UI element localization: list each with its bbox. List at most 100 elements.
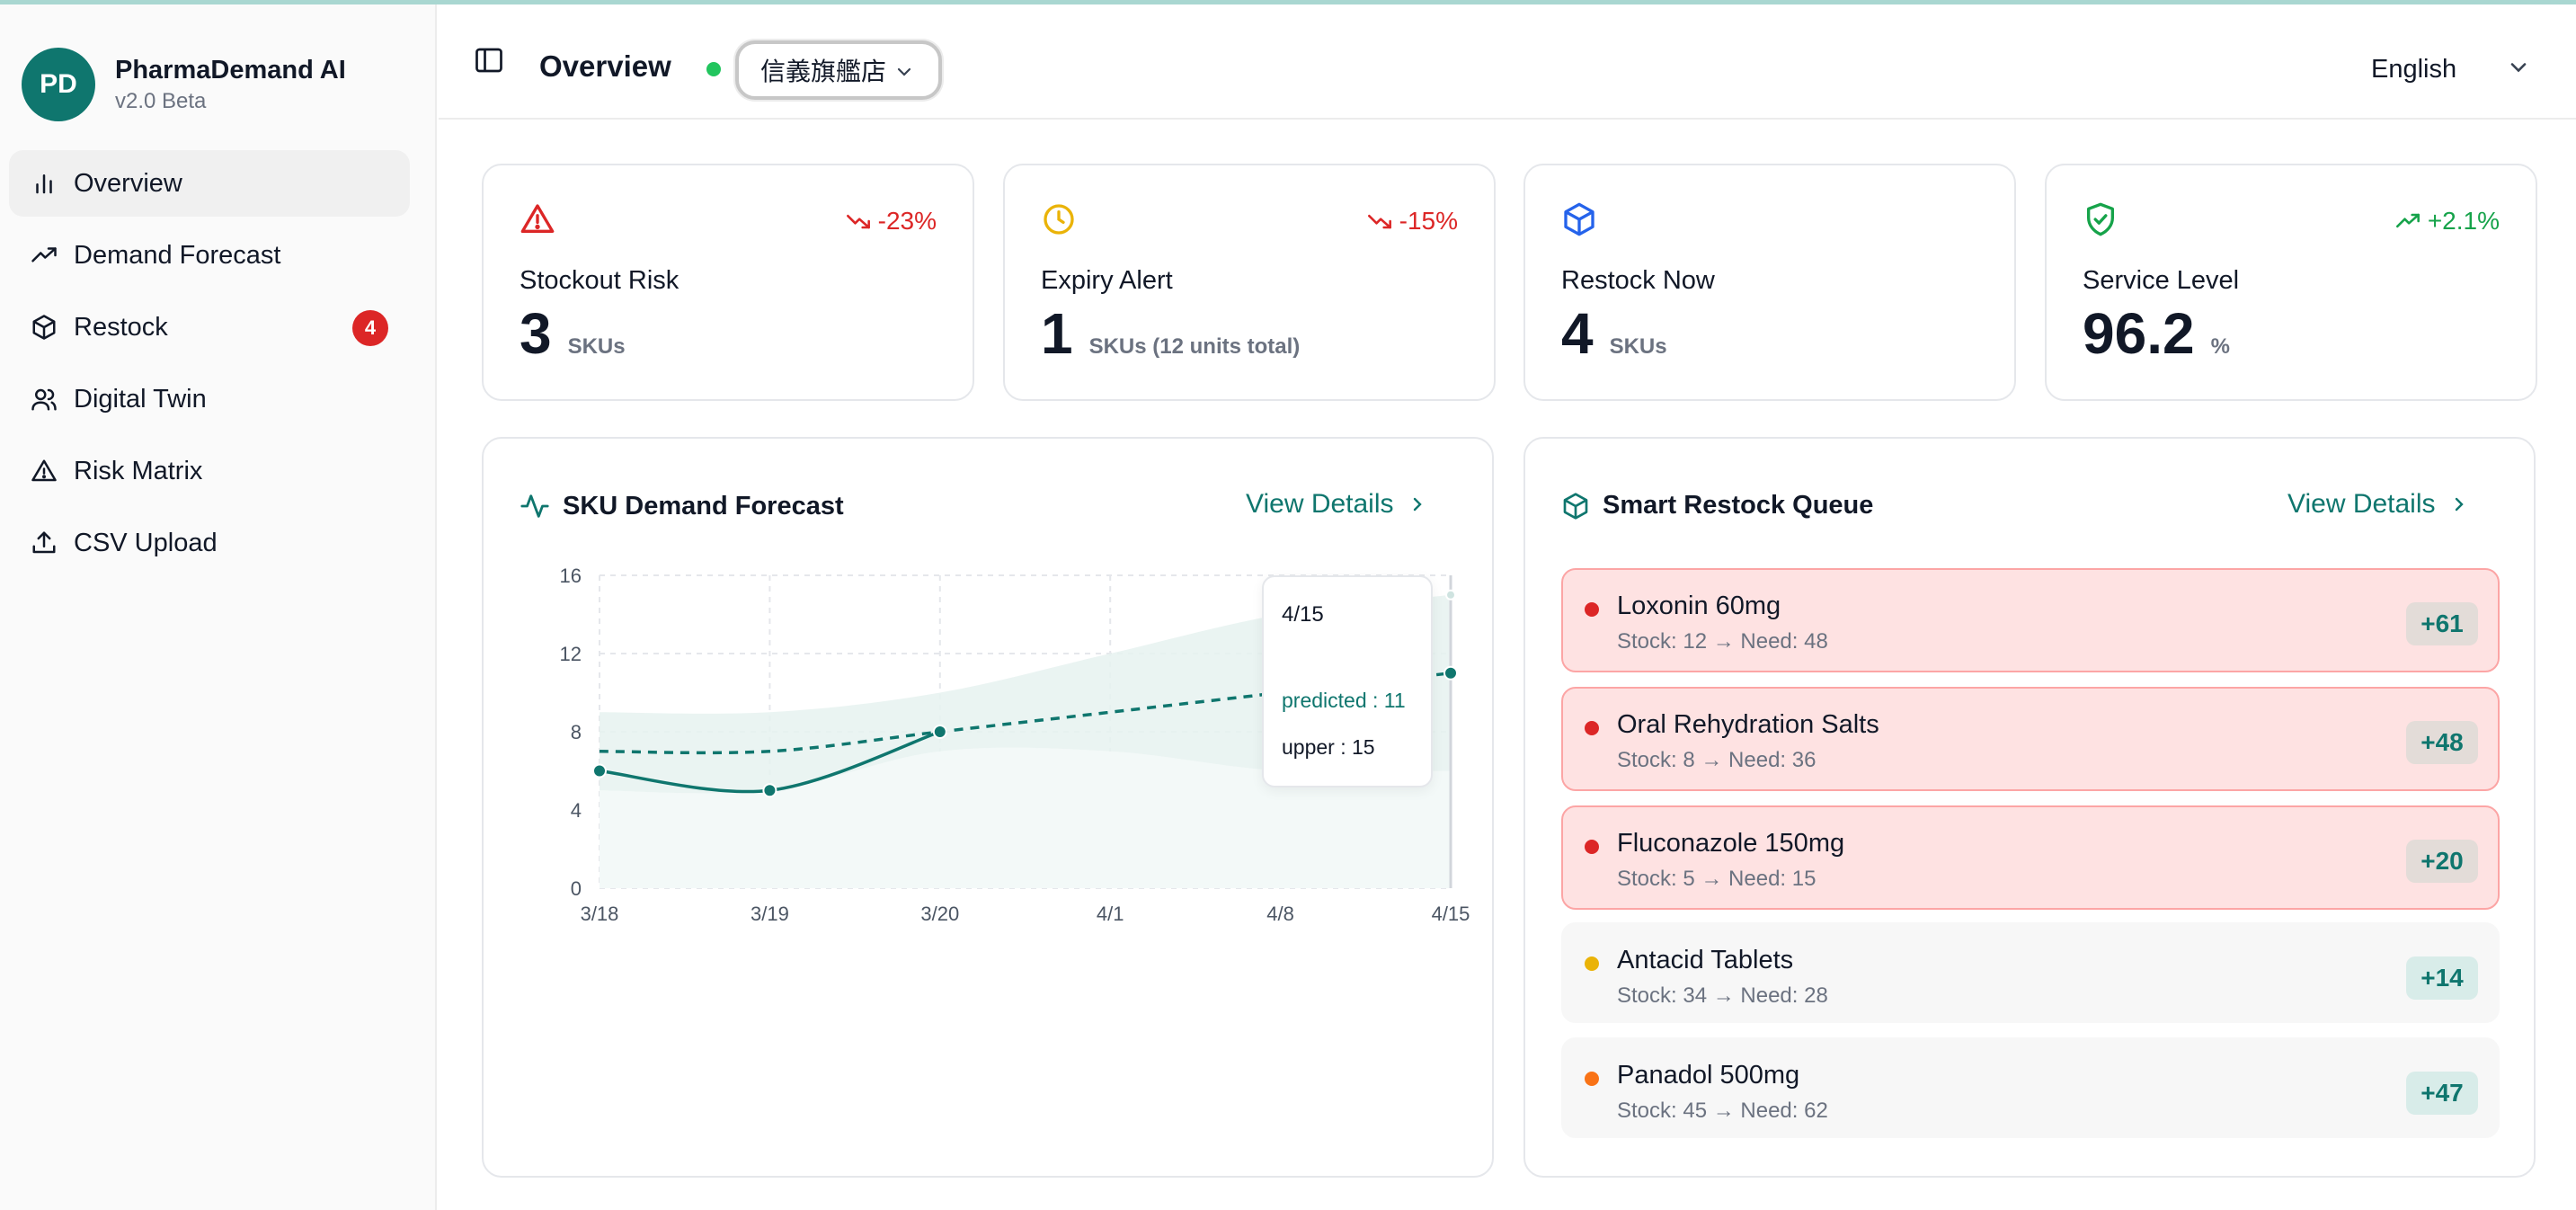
kpi-card-restock-now: Restock Now 4 SKUs <box>1523 164 2016 401</box>
chevron-down-icon <box>893 60 915 89</box>
kpi-value: 4 <box>1561 301 1594 366</box>
restock-item-detail: Stock: 5 → Need: 15 <box>1617 867 1817 891</box>
tooltip-predicted: predicted : 11 <box>1282 689 1406 712</box>
forecast-title: SKU Demand Forecast <box>563 491 844 520</box>
restock-count-badge: 4 <box>352 310 388 346</box>
actual-point <box>592 763 607 778</box>
tooltip-date: 4/15 <box>1282 602 1324 627</box>
brand-name: PharmaDemand AI <box>115 55 346 85</box>
shield-check-icon <box>2083 201 2119 237</box>
x-tick-label: 3/18 <box>581 903 619 925</box>
page-title: Overview <box>539 49 671 83</box>
restock-item-detail: Stock: 12 → Need: 48 <box>1617 629 1828 654</box>
restock-qty-badge: +47 <box>2406 1072 2478 1115</box>
top-accent-stripe <box>0 0 2576 4</box>
sidebar-item-overview[interactable]: Overview <box>9 150 410 217</box>
kpi-value: 3 <box>520 301 552 366</box>
status-dot <box>1585 956 1599 971</box>
store-select-value: 信義旗艦店 <box>760 58 887 85</box>
chevron-right-icon <box>1413 497 1422 512</box>
x-tick-label: 4/8 <box>1266 903 1294 925</box>
view-details-label: View Details <box>1246 489 1394 519</box>
bar-chart-icon <box>29 168 59 199</box>
restock-view-details-link[interactable]: View Details <box>2287 489 2470 520</box>
kpi-unit: % <box>2210 334 2230 359</box>
sidebar-item-csv-upload[interactable]: CSV Upload <box>9 510 410 576</box>
forecast-panel: SKU Demand Forecast View Details 0 4 8 12 16… <box>482 437 1494 1178</box>
restock-item-name: Panadol 500mg <box>1617 1061 1800 1090</box>
restock-item[interactable]: Loxonin 60mg Stock: 12 → Need: 48 +61 <box>1561 568 2500 672</box>
users-icon <box>29 384 59 414</box>
kpi-label: Restock Now <box>1561 266 1715 295</box>
sidebar-item-label: Demand Forecast <box>74 240 281 270</box>
restock-item-name: Loxonin 60mg <box>1617 592 1781 620</box>
restock-item-name: Oral Rehydration Salts <box>1617 710 1879 739</box>
kpi-delta-value: -15% <box>1399 207 1458 235</box>
upper-point <box>1445 589 1456 601</box>
kpi-delta-value: +2.1% <box>2427 207 2500 235</box>
x-tick-label: 4/15 <box>1432 903 1470 925</box>
restock-item[interactable]: Antacid Tablets Stock: 34 → Need: 28 +14 <box>1561 922 2500 1023</box>
sidebar-item-label: Risk Matrix <box>74 456 203 485</box>
sidebar-item-label: Restock <box>74 312 168 342</box>
forecast-chart[interactable]: 0 4 8 12 16 3/18 3/19 3/20 4/1 4/8 4/15 <box>484 439 1496 978</box>
trending-up-icon <box>29 240 59 271</box>
restock-item[interactable]: Oral Rehydration Salts Stock: 8 → Need: … <box>1561 687 2500 791</box>
sidebar-item-label: Digital Twin <box>74 384 207 414</box>
trending-down-icon <box>846 214 870 229</box>
brand: PD PharmaDemand AI v2.0 Beta <box>22 48 346 121</box>
restock-item-detail: Stock: 8 → Need: 36 <box>1617 748 1817 772</box>
actual-point <box>932 725 947 739</box>
x-tick-label: 3/19 <box>751 903 789 925</box>
store-select[interactable]: 信義旗艦店 <box>735 40 942 100</box>
restock-item-name: Fluconazole 150mg <box>1617 829 1845 858</box>
restock-item[interactable]: Fluconazole 150mg Stock: 5 → Need: 15 +2… <box>1561 805 2500 910</box>
status-dot <box>1585 721 1599 735</box>
restock-title: Smart Restock Queue <box>1603 491 1874 520</box>
kpi-value: 96.2 <box>2083 301 2195 366</box>
restock-item-name: Antacid Tablets <box>1617 946 1794 974</box>
trending-down-icon <box>1367 214 1391 229</box>
sidebar-item-label: CSV Upload <box>74 528 218 557</box>
sidebar: PD PharmaDemand AI v2.0 Beta Overview De… <box>0 4 437 1210</box>
brand-avatar: PD <box>22 48 95 121</box>
status-dot <box>1585 602 1599 617</box>
kpi-card-expiry-alert: -15% Expiry Alert 1 SKUs (12 units total… <box>1003 164 1496 401</box>
kpi-card-service-level: +2.1% Service Level 96.2 % <box>2045 164 2537 401</box>
restock-item[interactable]: Panadol 500mg Stock: 45 → Need: 62 +47 <box>1561 1037 2500 1138</box>
restock-qty-badge: +20 <box>2406 840 2478 883</box>
box-icon <box>1563 492 1588 520</box>
kpi-label: Stockout Risk <box>520 266 680 295</box>
store-status-dot <box>706 62 721 76</box>
sidebar-nav: Overview Demand Forecast Restock 4 Digit… <box>9 150 410 582</box>
sidebar-toggle-icon[interactable] <box>473 44 505 76</box>
sidebar-item-label: Overview <box>74 168 182 198</box>
x-tick-label: 3/20 <box>920 903 959 925</box>
y-tick-label: 8 <box>571 721 582 743</box>
chevron-right-icon <box>2455 497 2464 512</box>
kpi-card-stockout-risk: -23% Stockout Risk 3 SKUs <box>482 164 974 401</box>
predicted-point <box>1443 665 1458 681</box>
predicted-series-line <box>599 672 1452 755</box>
chart-tooltip: 4/15 predicted : 11 upper : 15 <box>1262 575 1433 787</box>
chevron-down-icon[interactable] <box>2506 55 2531 85</box>
warning-icon <box>29 456 59 486</box>
language-select[interactable]: English <box>2371 55 2457 84</box>
confidence-band <box>600 594 1451 794</box>
brand-version: v2.0 Beta <box>115 88 207 113</box>
restock-qty-badge: +61 <box>2406 602 2478 645</box>
sidebar-item-risk-matrix[interactable]: Risk Matrix <box>9 438 410 504</box>
restock-qty-badge: +48 <box>2406 721 2478 764</box>
view-details-label: View Details <box>2287 489 2436 519</box>
sidebar-item-demand-forecast[interactable]: Demand Forecast <box>9 222 410 289</box>
trending-up-icon <box>2395 213 2420 228</box>
tooltip-upper: upper : 15 <box>1282 735 1375 759</box>
y-tick-label: 12 <box>560 643 582 665</box>
kpi-delta-value: -23% <box>877 207 937 235</box>
forecast-view-details-link[interactable]: View Details <box>1246 489 1428 520</box>
status-dot <box>1585 1072 1599 1086</box>
activity-icon <box>520 494 549 518</box>
sidebar-item-restock[interactable]: Restock 4 <box>9 294 410 360</box>
sidebar-item-digital-twin[interactable]: Digital Twin <box>9 366 410 432</box>
kpi-delta: -23% <box>846 207 937 236</box>
